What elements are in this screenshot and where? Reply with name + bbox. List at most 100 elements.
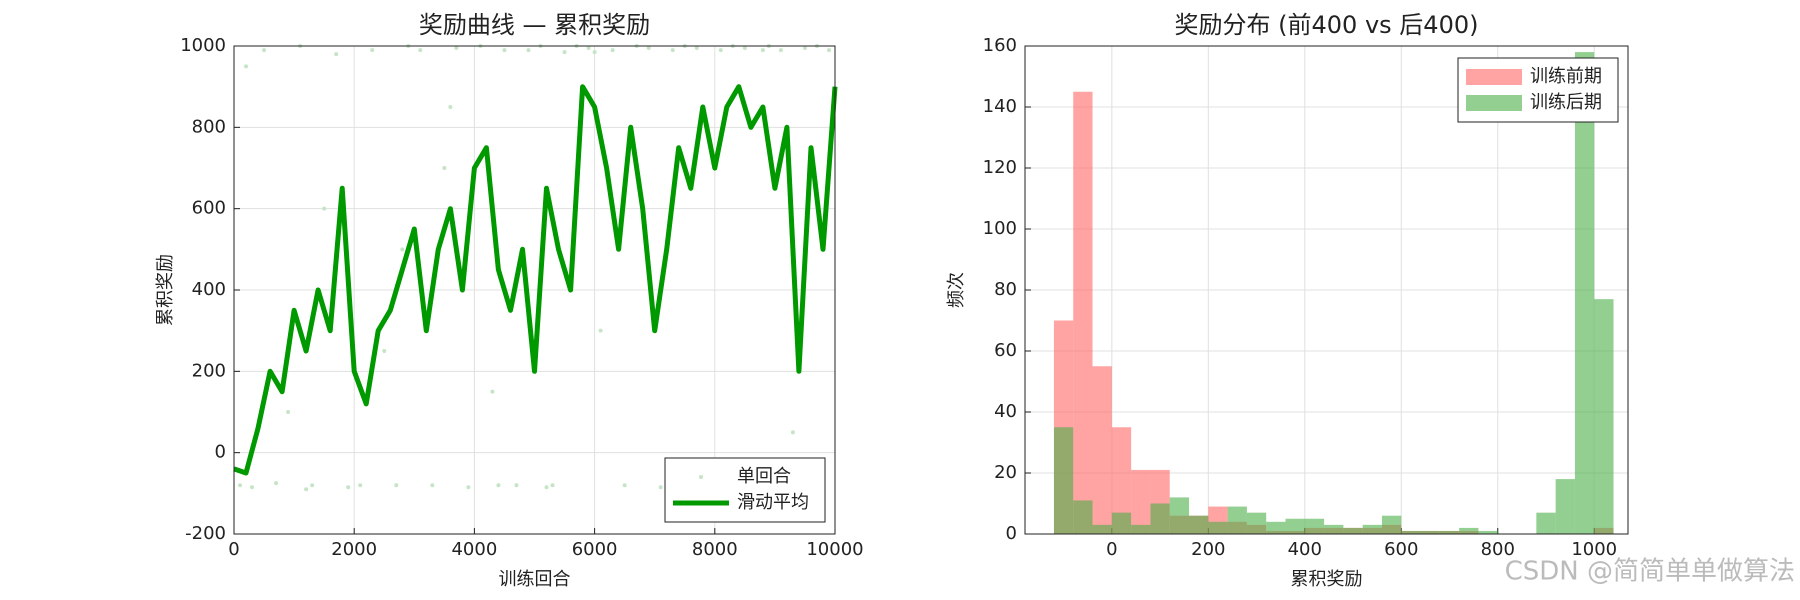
scatter-point [790,430,795,435]
histogram-bar [1111,427,1132,534]
scatter-point [670,48,675,53]
scatter-point [760,48,765,53]
scatter-point [310,483,315,488]
scatter-point [610,48,615,53]
scatter-point [430,483,435,488]
scatter-point [322,206,327,211]
axes-frame [233,45,836,535]
histogram-bar [1073,91,1093,534]
histogram-bar [1285,518,1305,534]
histogram-bar [1150,503,1170,534]
scatter-point [454,46,459,51]
scatter-point [598,328,603,333]
legend-label: 滑动平均 [737,492,809,513]
histogram-bar [1574,52,1595,534]
scatter-point [346,485,351,490]
scatter-point [418,48,423,53]
scatter-point [496,483,501,488]
x-axis-label: 累积奖励 [1291,569,1363,590]
scatter-point [802,46,807,51]
x-tick-label: 400 [1288,539,1322,560]
legend-label: 训练前期 [1530,66,1602,87]
histogram-bar [1343,527,1363,534]
moving-average-line [233,84,838,476]
scatter-point [244,64,249,69]
legend-box [664,457,826,523]
scatter-point [490,389,495,394]
scatter-point [382,349,387,353]
histogram-bar [1478,530,1498,534]
histogram-bar [1246,512,1267,534]
scatter-point [742,46,747,51]
y-tick-label: 120 [983,157,1017,178]
x-tick-label: 0 [228,539,239,560]
histogram-bar [1111,512,1132,534]
histogram-bar [1536,512,1556,534]
x-tick-label: 800 [1481,539,1515,560]
scatter-point [466,485,471,490]
y-tick-label: 40 [994,401,1017,422]
y-tick-label: 200 [192,360,226,381]
histogram-bar [1092,366,1112,534]
legend-swatch [1466,95,1522,111]
scatter-point [694,46,699,51]
histogram-bar [1227,506,1247,534]
scatter-point [400,247,405,252]
scatter-point [592,50,597,55]
x-tick-label: 10000 [806,539,863,560]
x-tick-label: 2000 [331,539,377,560]
legend-swatch [1466,69,1522,85]
y-tick-label: 800 [192,116,226,137]
scatter-point [544,485,549,490]
scatter-point [718,48,723,53]
histogram-bar [1092,524,1112,534]
y-tick-label: 60 [994,340,1017,361]
y-tick-label: 0 [1006,523,1017,544]
y-tick-label: 80 [994,279,1017,300]
legend-label: 训练后期 [1530,92,1602,113]
y-axis-label: 频次 [946,272,967,308]
scatter-point [358,483,363,488]
scatter-point [304,487,309,492]
y-axis-label: 累积奖励 [155,254,176,326]
scatter-point [526,48,531,53]
scatter-point [394,483,399,488]
histogram-bar [1401,530,1421,534]
histogram-bar [1439,530,1460,534]
scatter-point [262,48,267,53]
scatter-point [586,46,591,51]
scatter-point [550,483,555,488]
histogram-bar [1459,527,1479,534]
scatter-point [238,483,243,488]
y-tick-label: 600 [192,198,226,219]
scatter-point [502,48,507,53]
x-tick-label: 4000 [451,539,497,560]
y-tick-label: 140 [983,96,1017,117]
x-tick-label: 600 [1384,539,1418,560]
y-tick-label: 1000 [180,35,226,56]
histogram-bar [1053,427,1074,534]
histogram-bar [1555,479,1575,534]
histogram-bar [1189,515,1209,534]
x-tick-label: 0 [1106,539,1117,560]
y-tick-label: 160 [983,35,1017,56]
scatter-point [646,46,651,51]
scatter-point [778,48,783,53]
histogram-bar [1420,530,1440,534]
scatter-point [514,483,519,488]
histogram-bar [1131,469,1151,534]
scatter-point [250,485,255,490]
scatter-point [370,48,375,53]
histogram-bar [1594,299,1614,534]
scatter-point [334,52,339,57]
histogram-bar [1208,521,1228,534]
y-tick-label: 100 [983,218,1017,239]
x-tick-label: 1000 [1571,539,1617,560]
scatter-point [658,485,663,490]
legend-marker [699,475,703,479]
y-tick-label: -200 [185,523,226,544]
y-tick-label: 400 [192,279,226,300]
histogram-bar [1266,521,1286,534]
chart-title: 奖励分布 (前400 vs 后400) [1175,11,1479,39]
y-tick-label: 20 [994,462,1017,483]
